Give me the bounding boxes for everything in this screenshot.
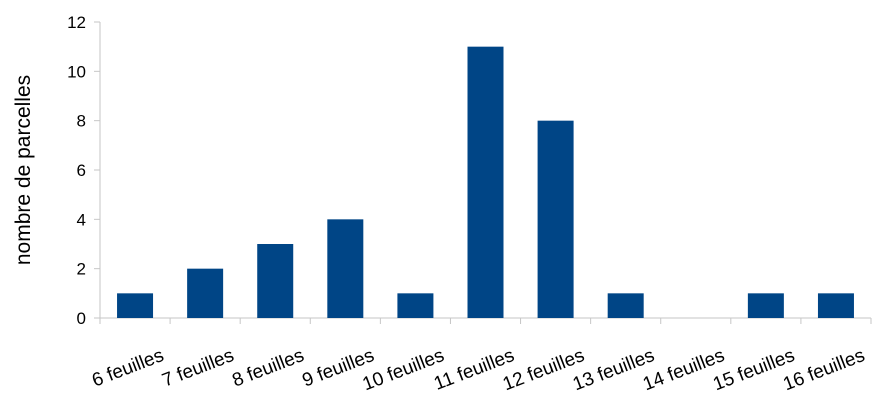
bar xyxy=(817,293,854,318)
y-tick-label: 8 xyxy=(77,112,86,131)
y-axis-label: nombre de parcelles xyxy=(12,75,35,265)
y-tick-label: 2 xyxy=(77,260,86,279)
y-tick-label: 12 xyxy=(67,13,86,32)
x-tick-label: 7 feuilles xyxy=(159,345,237,391)
y-axis: 0 2 4 6 8 10 12 xyxy=(67,13,101,328)
bar xyxy=(747,293,784,318)
x-axis xyxy=(99,317,872,324)
y-tick-label: 4 xyxy=(77,210,86,229)
bars xyxy=(117,46,854,319)
bar xyxy=(537,120,574,319)
x-tick-label: 6 feuilles xyxy=(89,345,167,391)
bar xyxy=(187,268,224,318)
bar xyxy=(467,46,504,319)
y-tick-label: 10 xyxy=(67,62,86,81)
x-tick-label: 8 feuilles xyxy=(229,345,307,391)
y-tick-label: 0 xyxy=(77,309,86,328)
bar xyxy=(257,244,294,318)
bar xyxy=(607,293,644,318)
x-tick-label: 10 feuilles xyxy=(360,345,447,395)
y-tick-label: 6 xyxy=(77,161,86,180)
bar xyxy=(397,293,434,318)
x-tick-label: 16 feuilles xyxy=(780,345,867,395)
bar xyxy=(327,219,364,318)
bar xyxy=(117,293,154,318)
